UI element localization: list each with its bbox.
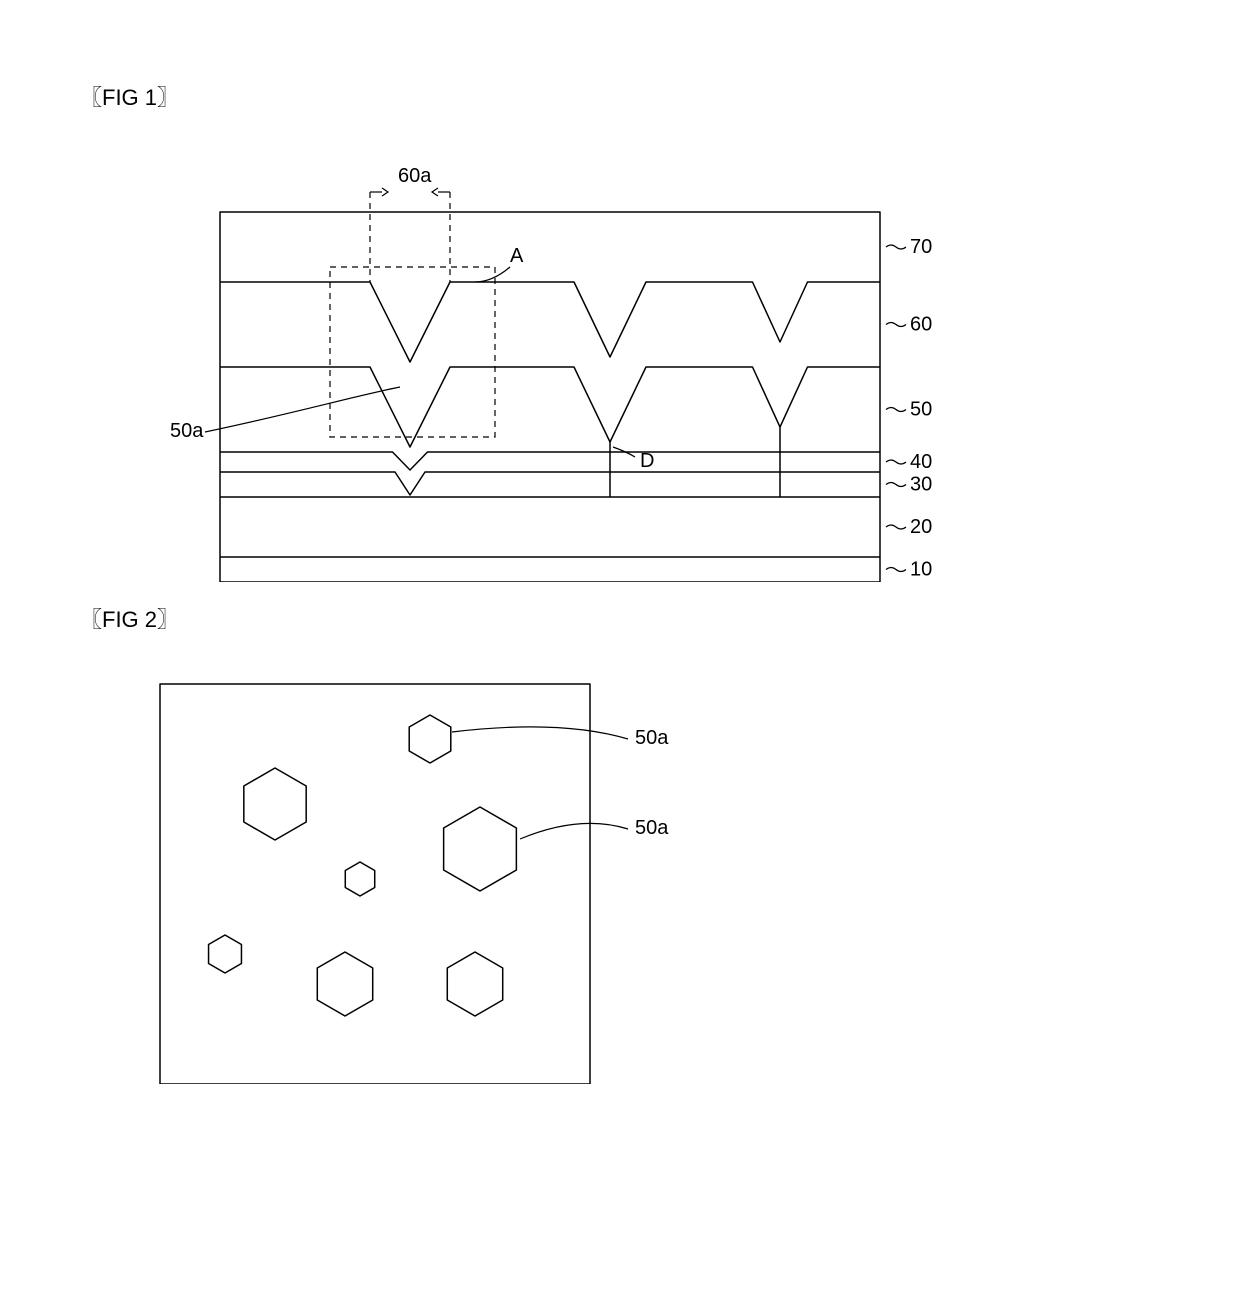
svg-text:50: 50 — [910, 399, 932, 421]
fig1-container: 70 60 50 4030 20 10 60a A 50a D — [80, 142, 980, 582]
fig2-container: 50a 50a — [80, 664, 980, 1084]
svg-text:50a: 50a — [635, 727, 669, 749]
fig2-title: 〖FIG 2〗 — [80, 602, 1160, 634]
svg-text:D: D — [640, 450, 654, 472]
fig1-svg: 70 60 50 4030 20 10 60a A 50a D — [80, 142, 980, 582]
svg-text:40: 40 — [910, 451, 932, 473]
svg-text:70: 70 — [910, 236, 932, 258]
svg-text:10: 10 — [910, 559, 932, 581]
fig2-svg: 50a 50a — [80, 664, 780, 1084]
svg-text:60: 60 — [910, 314, 932, 336]
svg-text:30: 30 — [910, 474, 932, 496]
svg-text:20: 20 — [910, 516, 932, 538]
svg-text:60a: 60a — [398, 165, 432, 187]
svg-text:50a: 50a — [170, 420, 204, 442]
svg-text:A: A — [510, 245, 524, 267]
svg-text:50a: 50a — [635, 817, 669, 839]
fig1-title: 〖FIG 1〗 — [80, 80, 1160, 112]
